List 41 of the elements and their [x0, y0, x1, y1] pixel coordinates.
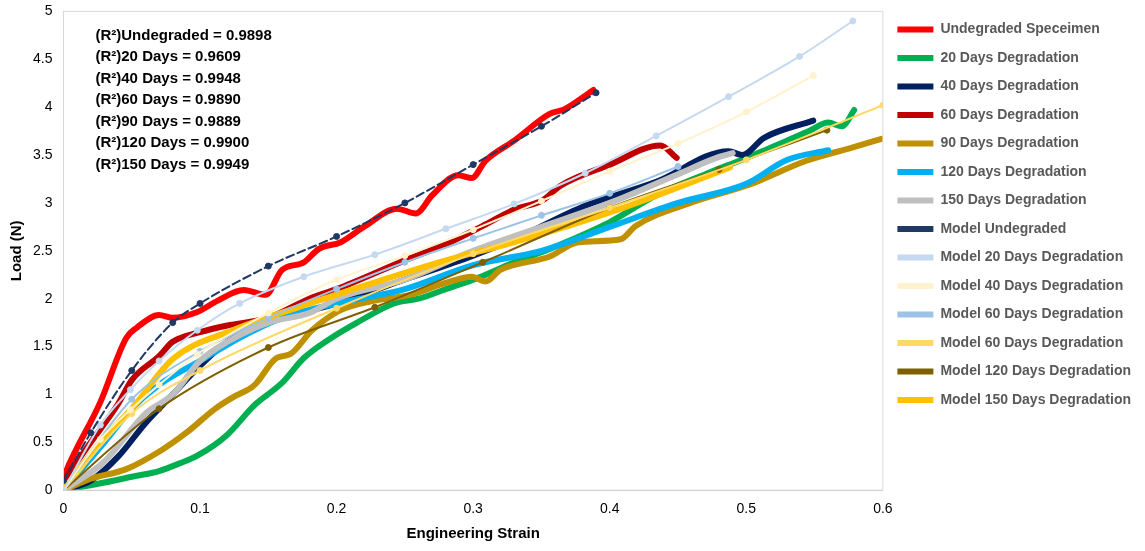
legend-label: 90 Days Degradation: [940, 134, 1079, 151]
y-tick-label: 2: [44, 289, 53, 306]
y-tick-label: 3.5: [32, 145, 53, 162]
x-tick-label: 0.4: [600, 500, 620, 517]
y-tick-label: 1.5: [32, 337, 53, 354]
legend-label: Model 20 Days Degradation: [940, 248, 1124, 265]
legend-label: 120 Days Degradation: [940, 162, 1087, 179]
y-tick-label: 4.5: [32, 50, 53, 67]
annotation: (R²)60 Days = 0.9890: [95, 90, 241, 108]
x-tick-label: 0.3: [463, 500, 484, 517]
legend-label: Model Undegraded: [940, 219, 1067, 236]
y-tick-label: 3: [44, 193, 53, 210]
legend-label: Model 40 Days Degradation: [940, 276, 1124, 293]
legend-label: Undegraded Speceimen: [940, 20, 1100, 37]
annotation: (R²)Undegraded = 0.9898: [95, 25, 272, 43]
annotation: (R²)20 Days = 0.9609: [95, 47, 241, 65]
annotation: (R²)40 Days = 0.9948: [95, 68, 241, 86]
y-tick-label: 0: [44, 481, 53, 498]
annotation: (R²)90 Days = 0.9889: [95, 111, 241, 129]
annotation: (R²)150 Days = 0.9949: [95, 154, 250, 172]
x-tick-label: 0.6: [873, 500, 893, 517]
legend-label: 40 Days Degradation: [940, 77, 1079, 94]
legend-label: Model 150 Days Degradation: [940, 390, 1132, 407]
y-tick-label: 2.5: [32, 241, 53, 258]
x-tick-label: 0.5: [736, 500, 757, 517]
legend-label: 60 Days Degradation: [940, 105, 1079, 122]
legend-label: 20 Days Degradation: [940, 48, 1079, 65]
legend-label: Model 60 Days Degradation: [940, 305, 1124, 322]
y-axis-title: Load (N): [7, 220, 25, 282]
x-axis-title: Engineering Strain: [406, 524, 540, 542]
x-tick-label: 0.1: [190, 500, 210, 517]
legend-label: Model 60 Days Degradation: [940, 333, 1124, 350]
legend-label: Model 120 Days Degradation: [940, 362, 1132, 379]
y-tick-label: 4: [44, 98, 53, 115]
x-tick-label: 0: [59, 500, 68, 517]
y-tick-label: 0.5: [32, 433, 53, 450]
y-tick-label: 5: [44, 2, 53, 19]
x-tick-label: 0.2: [326, 500, 347, 517]
annotation: (R²)120 Days = 0.9900: [95, 133, 250, 151]
legend-label: 150 Days Degradation: [940, 191, 1087, 208]
y-tick-label: 1: [44, 385, 53, 402]
